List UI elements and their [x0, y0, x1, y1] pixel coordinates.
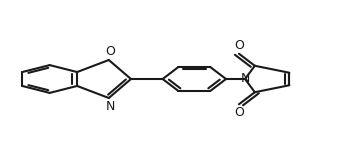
- Text: O: O: [234, 39, 244, 52]
- Text: O: O: [105, 45, 116, 58]
- Text: O: O: [234, 106, 244, 119]
- Text: N: N: [106, 100, 115, 113]
- Text: N: N: [240, 73, 250, 85]
